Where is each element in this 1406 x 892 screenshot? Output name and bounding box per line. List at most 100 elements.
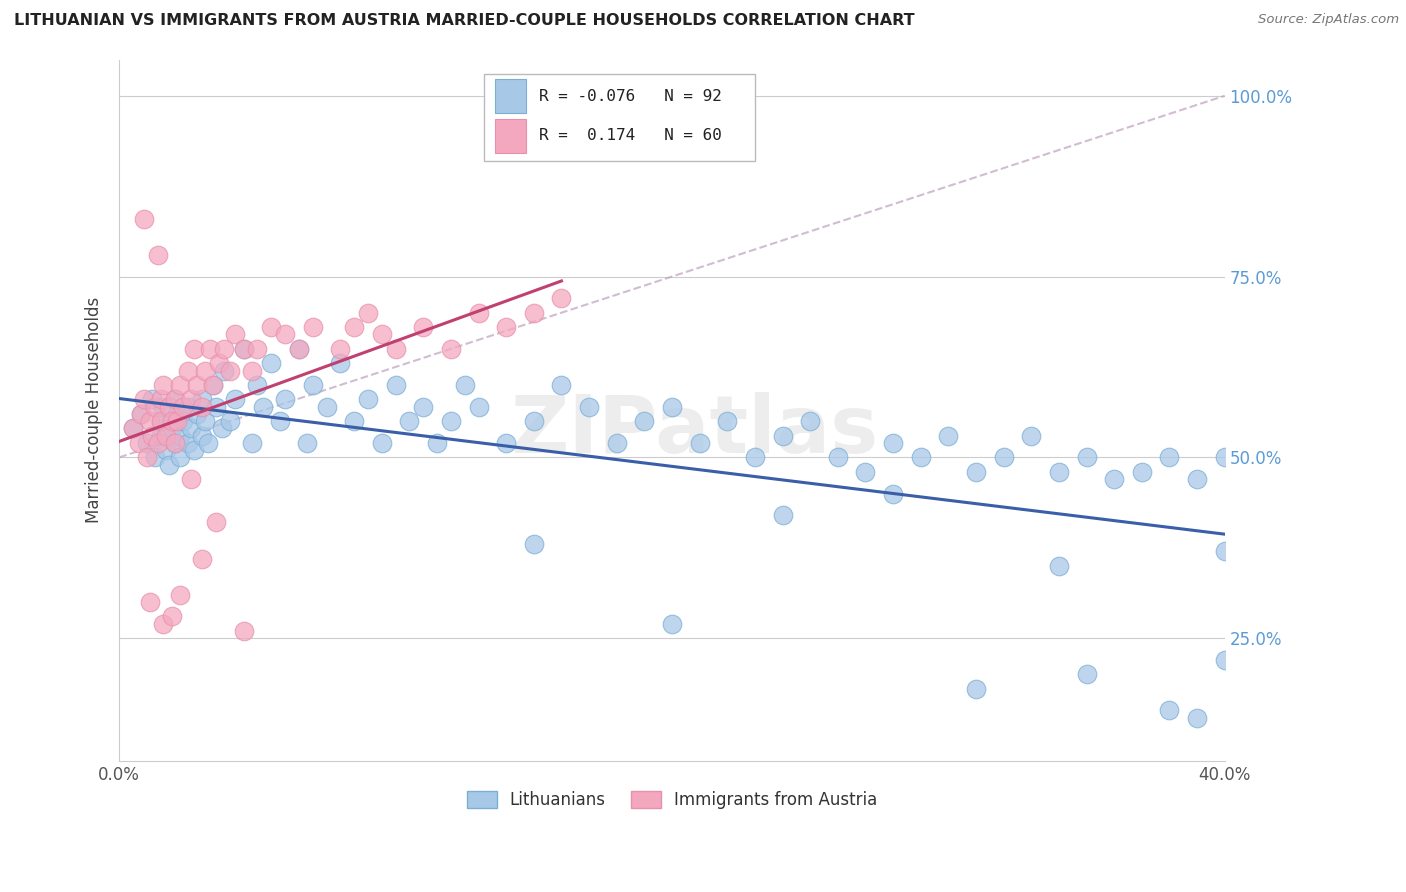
Point bbox=[440, 342, 463, 356]
Point bbox=[716, 414, 738, 428]
Point bbox=[301, 320, 323, 334]
Point bbox=[149, 428, 172, 442]
Point bbox=[329, 342, 352, 356]
Point bbox=[240, 363, 263, 377]
Point bbox=[1213, 653, 1236, 667]
Point bbox=[186, 378, 208, 392]
Point bbox=[827, 450, 849, 465]
Point bbox=[169, 428, 191, 442]
Point bbox=[440, 414, 463, 428]
Point bbox=[155, 428, 177, 442]
Point bbox=[357, 392, 380, 407]
Point bbox=[149, 414, 172, 428]
Point bbox=[371, 327, 394, 342]
Point bbox=[214, 363, 236, 377]
Point bbox=[166, 414, 188, 428]
Point bbox=[157, 458, 180, 472]
Point bbox=[1185, 711, 1208, 725]
Text: LITHUANIAN VS IMMIGRANTS FROM AUSTRIA MARRIED-COUPLE HOUSEHOLDS CORRELATION CHAR: LITHUANIAN VS IMMIGRANTS FROM AUSTRIA MA… bbox=[14, 13, 915, 29]
Point bbox=[152, 400, 174, 414]
Point bbox=[661, 400, 683, 414]
Point bbox=[149, 414, 172, 428]
Point bbox=[689, 436, 711, 450]
Point bbox=[661, 616, 683, 631]
Point bbox=[191, 551, 214, 566]
Point bbox=[1047, 465, 1070, 479]
Point bbox=[122, 421, 145, 435]
Point bbox=[191, 392, 214, 407]
Point bbox=[169, 450, 191, 465]
Point bbox=[295, 436, 318, 450]
Point bbox=[343, 414, 366, 428]
Point bbox=[197, 436, 219, 450]
Point bbox=[965, 681, 987, 696]
Point bbox=[169, 378, 191, 392]
Point bbox=[523, 306, 546, 320]
Point bbox=[143, 400, 166, 414]
Point bbox=[1159, 703, 1181, 717]
Point bbox=[135, 436, 157, 450]
Point bbox=[240, 436, 263, 450]
Point bbox=[550, 291, 572, 305]
Point bbox=[232, 342, 254, 356]
Point bbox=[208, 356, 231, 370]
Point bbox=[260, 320, 283, 334]
Point bbox=[135, 450, 157, 465]
Point bbox=[329, 356, 352, 370]
Point bbox=[205, 516, 228, 530]
Point bbox=[128, 436, 150, 450]
Point bbox=[1076, 450, 1098, 465]
Point bbox=[799, 414, 821, 428]
Point bbox=[146, 248, 169, 262]
Point bbox=[180, 472, 202, 486]
Text: ZIPatlas: ZIPatlas bbox=[510, 392, 879, 470]
Point bbox=[183, 443, 205, 458]
Point bbox=[138, 414, 160, 428]
Point bbox=[186, 407, 208, 421]
Point bbox=[371, 436, 394, 450]
Point bbox=[523, 537, 546, 551]
Point bbox=[412, 320, 434, 334]
Point bbox=[882, 486, 904, 500]
Point bbox=[495, 320, 517, 334]
Point bbox=[315, 400, 337, 414]
Point bbox=[993, 450, 1015, 465]
Point bbox=[177, 400, 200, 414]
Text: Source: ZipAtlas.com: Source: ZipAtlas.com bbox=[1258, 13, 1399, 27]
Point bbox=[160, 421, 183, 435]
Point bbox=[1019, 428, 1042, 442]
Point bbox=[172, 414, 194, 428]
Point bbox=[467, 400, 489, 414]
Point bbox=[1213, 544, 1236, 558]
Point bbox=[288, 342, 311, 356]
Point bbox=[152, 616, 174, 631]
Point bbox=[343, 320, 366, 334]
Point bbox=[134, 392, 156, 407]
Point bbox=[183, 342, 205, 356]
Point bbox=[163, 436, 186, 450]
Point bbox=[772, 428, 794, 442]
Point bbox=[578, 400, 600, 414]
Point bbox=[172, 400, 194, 414]
Point bbox=[214, 342, 236, 356]
Point bbox=[163, 392, 186, 407]
Point bbox=[412, 400, 434, 414]
Point bbox=[169, 588, 191, 602]
Point bbox=[157, 400, 180, 414]
Point bbox=[523, 414, 546, 428]
Point bbox=[357, 306, 380, 320]
Point bbox=[152, 378, 174, 392]
Point bbox=[180, 392, 202, 407]
Point bbox=[252, 400, 274, 414]
Point bbox=[246, 378, 269, 392]
Text: R = -0.076   N = 92: R = -0.076 N = 92 bbox=[540, 88, 723, 103]
Point bbox=[938, 428, 960, 442]
Point bbox=[269, 414, 291, 428]
Point bbox=[194, 414, 217, 428]
Point bbox=[274, 327, 297, 342]
Point bbox=[202, 378, 225, 392]
Point bbox=[1130, 465, 1153, 479]
Point bbox=[224, 327, 246, 342]
Point bbox=[141, 428, 163, 442]
Point bbox=[218, 414, 240, 428]
